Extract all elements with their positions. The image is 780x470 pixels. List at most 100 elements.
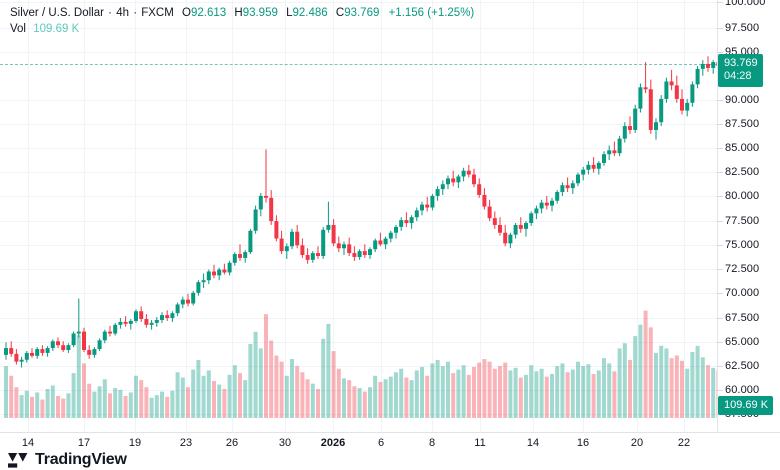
current-price-badge[interactable]: 93.769 04:28 (718, 54, 763, 87)
volume-bar (674, 355, 679, 418)
candle-body (50, 341, 55, 349)
legend-line-symbol: Silver / U.S. Dollar · 4h · FXCM O92.613… (10, 6, 474, 21)
volume-bar (373, 375, 378, 418)
candle-wick (223, 263, 225, 275)
candle-body (669, 81, 674, 86)
candle-body (321, 229, 326, 256)
tradingview-logo-icon (8, 452, 28, 468)
candle-body (482, 194, 487, 207)
legend-interval[interactable]: 4h (116, 7, 129, 19)
volume-bar (591, 374, 596, 418)
volume-bar (550, 374, 554, 418)
candle-body (212, 271, 216, 276)
volume-bar (186, 387, 190, 418)
time-axis-label: 19 (128, 437, 142, 449)
candle-body (253, 209, 258, 231)
candle-body (612, 150, 617, 154)
volume-bar (290, 359, 294, 418)
candle-wick (125, 316, 127, 327)
volume-bar (331, 351, 336, 418)
volume-bar (399, 368, 404, 418)
volume-bar (607, 363, 612, 418)
chart-legend: Silver / U.S. Dollar · 4h · FXCM O92.613… (10, 6, 474, 37)
candle-wick (567, 177, 569, 193)
legend-separator-2: · (133, 7, 138, 19)
candle-body (373, 240, 378, 250)
volume-bar (664, 348, 669, 418)
legend-symbol[interactable]: Silver / U.S. Dollar (10, 7, 104, 19)
volume-bar (102, 379, 107, 418)
candle-body (227, 262, 232, 273)
volume-bar (498, 366, 502, 418)
candle-body (680, 98, 684, 111)
volume-bar (71, 373, 76, 418)
legend-close-value: 93.769 (344, 7, 380, 19)
candle-wick (109, 325, 111, 337)
volume-bar (529, 365, 534, 418)
volume-bar (35, 392, 40, 418)
candle-body (108, 331, 112, 334)
candle-body (518, 224, 523, 229)
candle-body (316, 253, 320, 256)
price-axis-label: 100.000 (725, 0, 766, 8)
volume-bar (482, 359, 487, 418)
volume-bar (128, 392, 133, 418)
volume-bar (612, 371, 617, 418)
legend-high-key: H (234, 7, 243, 19)
volume-bar (596, 370, 601, 418)
volume-bar (643, 310, 648, 418)
candle-body (534, 208, 539, 214)
volume-bar (357, 388, 362, 418)
volume-bar (633, 336, 638, 418)
volume-bar (555, 366, 560, 418)
volume-bar (30, 396, 34, 418)
volume-bar (503, 362, 508, 418)
price-axis-tick (717, 172, 723, 173)
volume-bar (149, 397, 154, 418)
price-axis-tick (717, 342, 723, 343)
time-axis-label: 26 (225, 437, 239, 449)
volume-bar (175, 372, 180, 418)
candle-body (87, 350, 92, 355)
legend-volume-label: Vol (10, 23, 26, 35)
candle-body (643, 87, 648, 90)
price-axis-tick (717, 221, 723, 222)
candle-body (435, 189, 440, 196)
candle-body (264, 195, 268, 198)
price-axis-label: 77.500 (725, 215, 760, 227)
candle-body (492, 218, 497, 225)
candle-body (258, 195, 263, 210)
tradingview-logo[interactable]: TradingView (8, 452, 127, 468)
candle-body (196, 282, 201, 293)
candle-body (706, 64, 710, 68)
candle-wick (426, 196, 428, 212)
volume-bar (154, 395, 159, 418)
volume-bar (139, 380, 144, 418)
volume-bar (420, 366, 424, 418)
candle-body (165, 315, 170, 319)
volume-bar (201, 375, 206, 418)
candle-body (295, 231, 300, 246)
candle-body (352, 253, 357, 257)
price-axis-label: 82.500 (725, 166, 760, 178)
volume-bar (9, 375, 14, 418)
candle-wick (343, 241, 345, 256)
volume-bar (274, 355, 279, 418)
time-axis-label: 14 (21, 437, 35, 449)
volume-bar (602, 358, 606, 418)
volume-badge[interactable]: 109.69 K (718, 396, 774, 415)
chart-pane[interactable]: Silver / U.S. Dollar · 4h · FXCM O92.613… (0, 0, 717, 432)
time-axis-label: 23 (179, 437, 193, 449)
bar-countdown: 04:28 (724, 70, 752, 82)
volume-bar (248, 344, 253, 418)
volume-bar (24, 390, 29, 418)
candle-body (508, 234, 513, 244)
candle-body (607, 150, 612, 155)
volume-bar (170, 390, 175, 418)
time-axis[interactable]: 14 17 19 23 26 30 2026 6 8 11 14 16 20 22 (0, 432, 780, 456)
volume-bar (539, 368, 544, 418)
candle-body (56, 341, 60, 346)
candle-body (472, 174, 476, 185)
volume-bar (66, 393, 71, 418)
